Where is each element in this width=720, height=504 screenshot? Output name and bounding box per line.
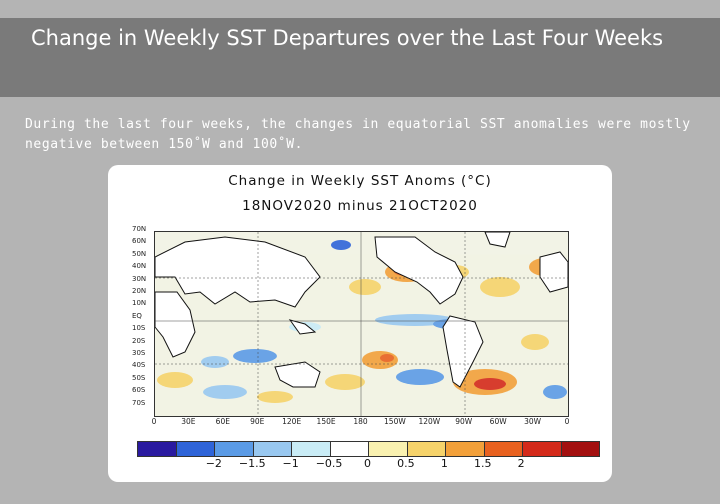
colorbar-label: 1.5	[474, 457, 492, 470]
lat-label: 20S	[132, 336, 146, 345]
map-grid	[155, 232, 568, 416]
colorbar-swatch	[176, 442, 215, 456]
colorbar-swatch	[330, 442, 369, 456]
figure-subtitle: 18NOV2020 minus 21OCT2020	[242, 198, 478, 214]
lon-label: 60W	[489, 417, 507, 426]
colorbar-label: −1.5	[238, 457, 266, 470]
lat-label: 40S	[132, 361, 146, 370]
lat-label: 70N	[132, 225, 147, 233]
lon-label: 150E	[316, 417, 336, 426]
map-image	[155, 232, 568, 416]
lon-label: 120W	[418, 417, 441, 426]
lat-label: 10S	[132, 324, 146, 333]
colorbar-label: 1	[440, 457, 448, 470]
colorbar-swatch	[369, 442, 408, 456]
colorbar-swatch	[561, 442, 599, 456]
lon-label: 180	[353, 417, 368, 426]
colorbar-swatch	[523, 442, 562, 456]
lon-label: 0	[564, 417, 570, 426]
lat-label: 60N	[132, 237, 147, 246]
lon-label: 90E	[250, 417, 265, 426]
lat-label: 60S	[132, 386, 146, 395]
figure-panel: Change in Weekly SST Anoms (°C) 18NOV202…	[108, 165, 612, 482]
lat-label: 70S	[132, 398, 146, 407]
colorbar-label: −1	[282, 457, 299, 470]
lon-label: 150W	[384, 417, 406, 426]
slide-title: Change in Weekly SST Departures over the…	[31, 26, 664, 50]
lon-label: 120E	[282, 417, 302, 426]
lat-label: 10N	[132, 299, 147, 308]
colorbar-swatch	[446, 442, 485, 456]
figure-title: Change in Weekly SST Anoms (°C)	[228, 173, 492, 189]
lat-label: 30N	[132, 274, 147, 283]
colorbar-swatch	[138, 442, 177, 456]
colorbar-swatch	[253, 442, 292, 456]
lat-label: EQ	[132, 311, 142, 320]
lat-label: 50S	[132, 373, 146, 382]
title-bar	[0, 18, 720, 97]
lon-label: 0	[151, 417, 157, 426]
continents	[155, 232, 568, 388]
colorbar-swatch	[484, 442, 523, 456]
lon-label: 30W	[524, 417, 542, 426]
colorbar-label: 0.5	[397, 457, 415, 470]
colorbar-label: −2	[205, 457, 222, 470]
lon-label: 60E	[215, 417, 230, 426]
lat-label: 20N	[132, 287, 147, 295]
lat-label: 30S	[132, 349, 146, 357]
colorbar-label: 0	[364, 457, 371, 470]
colorbar-label: 2	[517, 457, 525, 470]
lon-label: 90W	[455, 417, 473, 426]
sst-change-map	[154, 231, 569, 417]
colorbar	[137, 441, 600, 457]
colorbar-swatch	[215, 442, 254, 456]
colorbar-swatch	[407, 442, 446, 456]
colorbar-label: −0.5	[315, 457, 343, 470]
lat-label: 50N	[132, 249, 147, 258]
colorbar-swatch	[292, 442, 331, 456]
lon-label: 30E	[181, 417, 196, 426]
slide-description: During the last four weeks, the changes …	[25, 117, 691, 152]
lat-label: 40N	[132, 262, 147, 271]
